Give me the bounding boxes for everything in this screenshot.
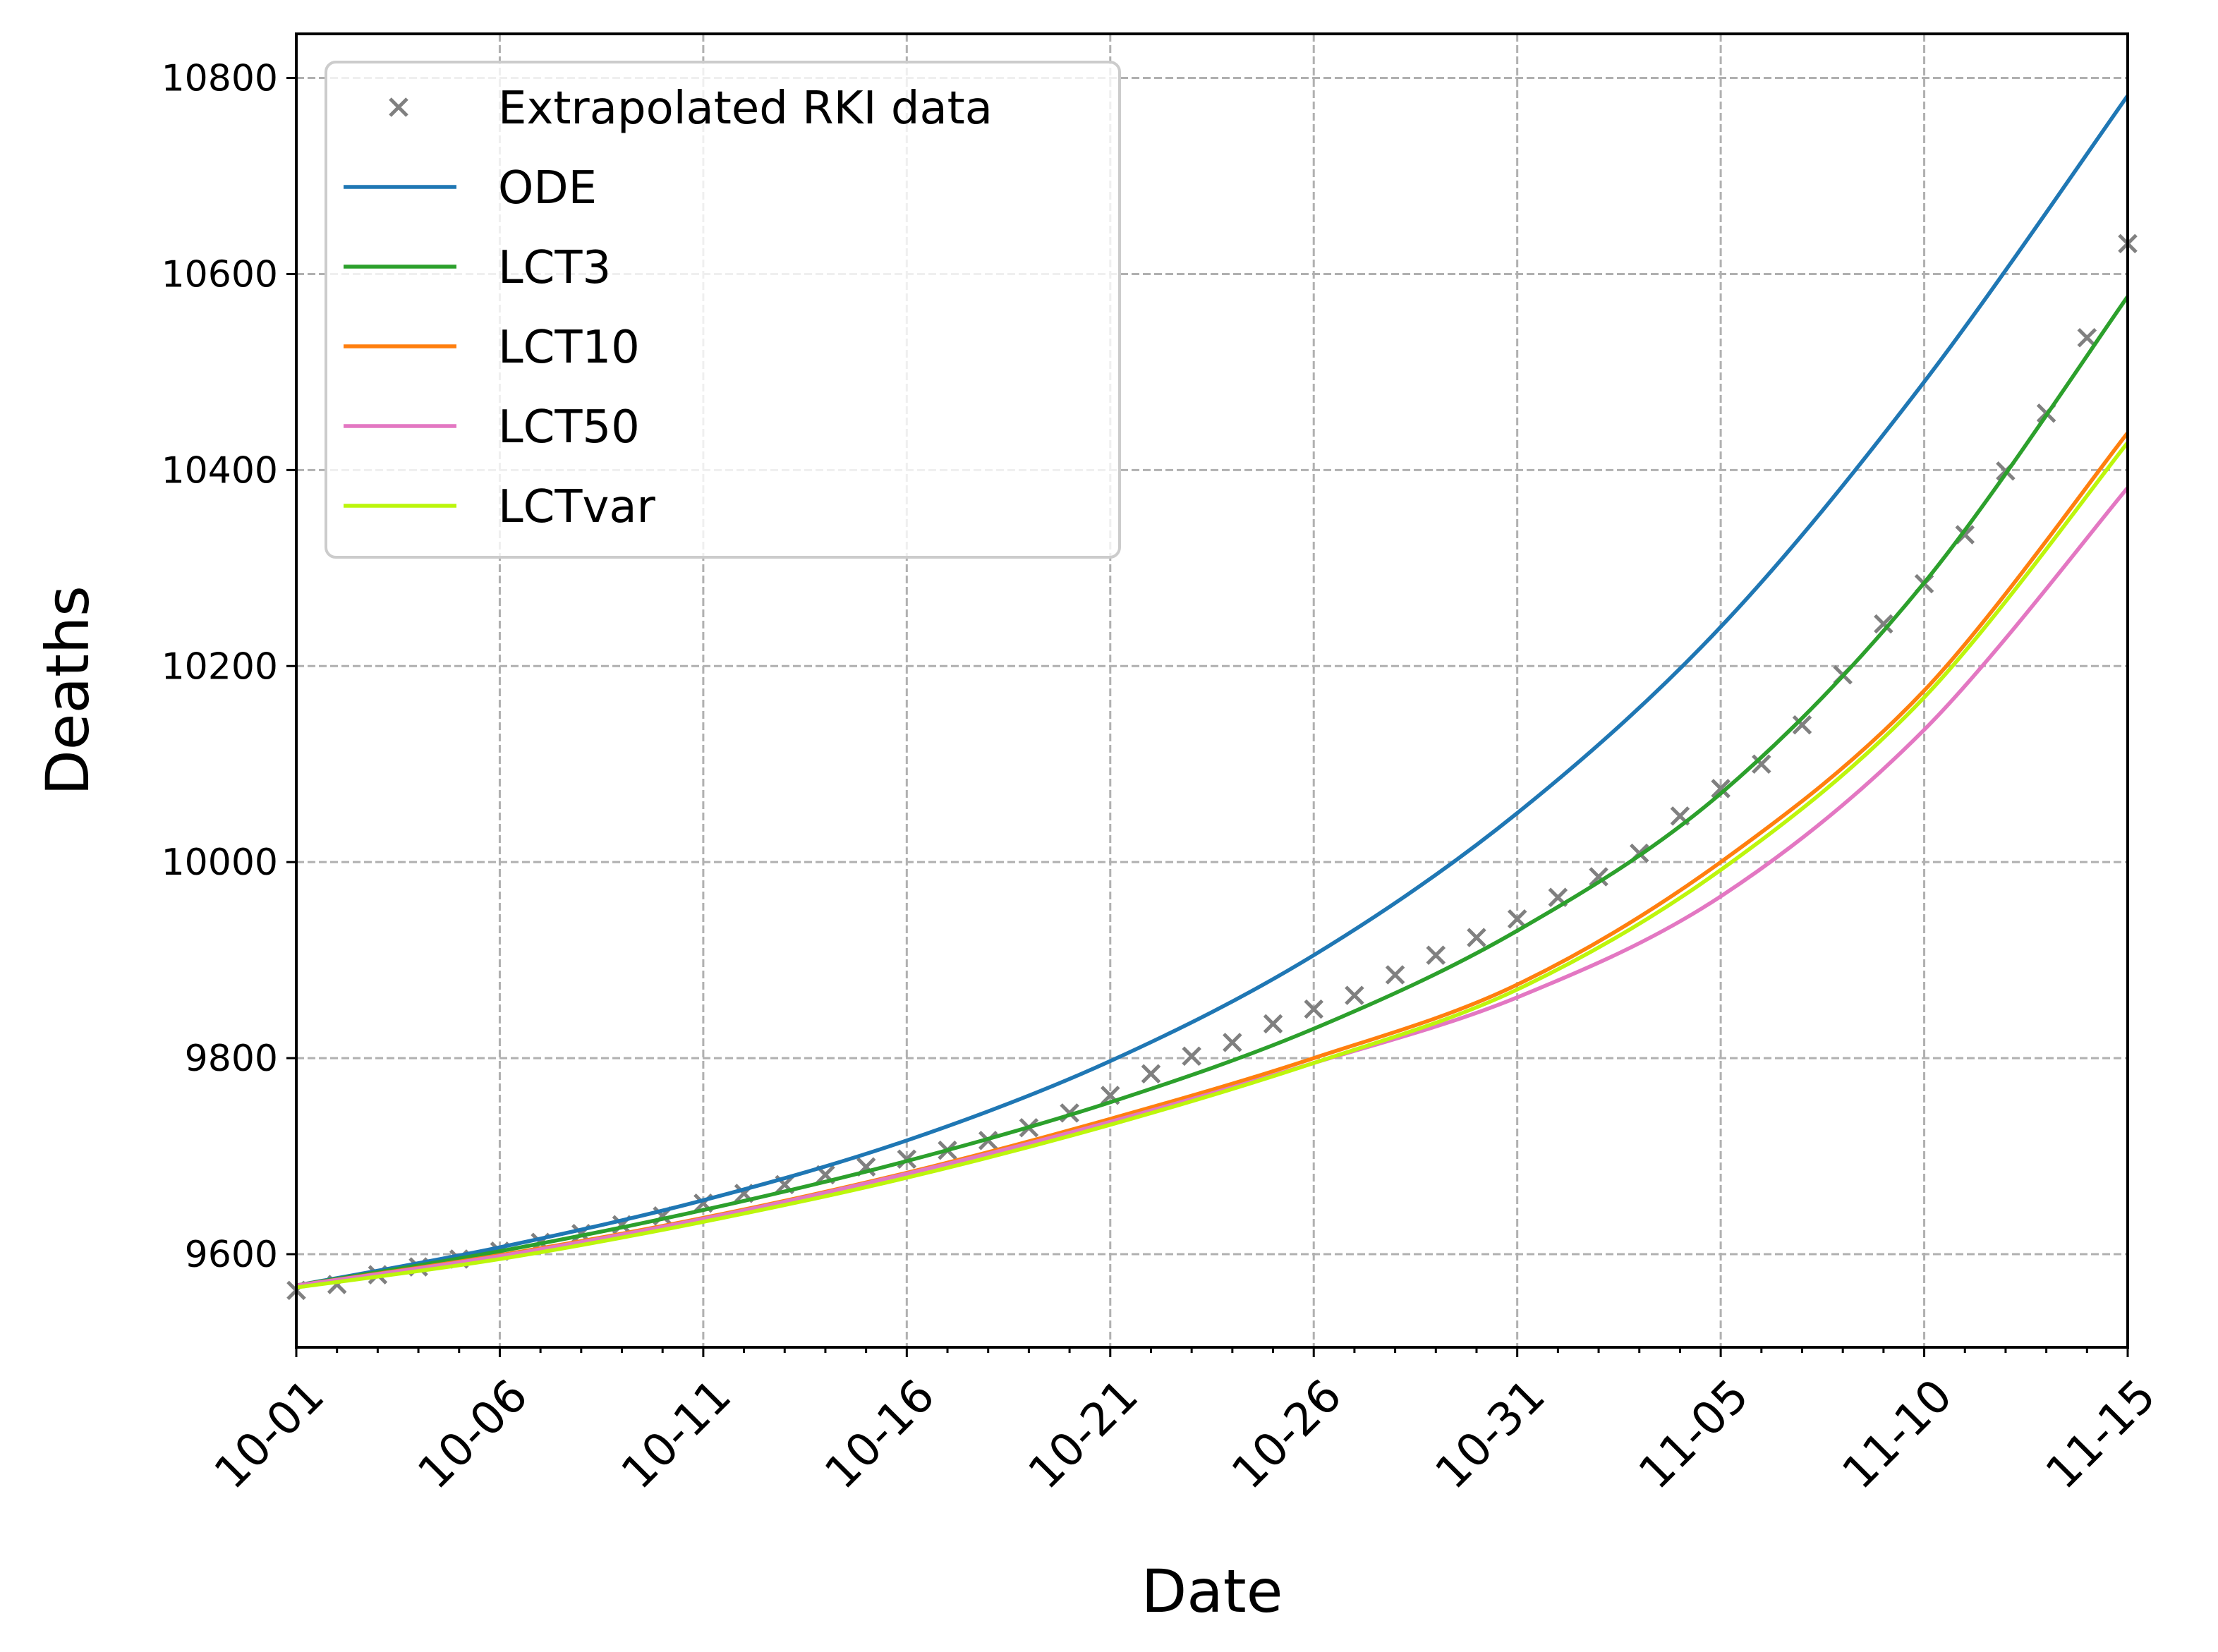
rki-data-point-36 <box>1752 754 1771 774</box>
legend-marker-rki <box>389 97 408 117</box>
rki-data-point-35 <box>1711 779 1731 798</box>
rki-data-point-32 <box>1589 867 1608 887</box>
rki-data-point-24 <box>1263 1014 1283 1034</box>
y-axis-label: Deaths <box>33 585 102 796</box>
rki-data-point-25 <box>1304 999 1323 1019</box>
y-tick-label-5: 10600 <box>162 253 278 296</box>
y-tick-label-1: 9800 <box>185 1038 278 1080</box>
legend-label-1: ODE <box>498 162 597 214</box>
rki-data-point-21 <box>1141 1064 1161 1084</box>
x-axis-label: Date <box>1141 1557 1283 1626</box>
y-tick-label-3: 10200 <box>162 645 278 688</box>
rki-data-point-27 <box>1385 965 1405 985</box>
y-tick-label-4: 10400 <box>162 449 278 492</box>
y-tick-label-2: 10000 <box>162 842 278 884</box>
rki-data-point-37 <box>1792 715 1812 735</box>
y-axis-ticks: 9600 9800 10000 10200 10400 10600 10800 <box>162 58 296 1276</box>
y-tick-label-0: 9600 <box>185 1234 278 1276</box>
rki-data-point-28 <box>1426 945 1446 965</box>
rki-data-point-26 <box>1345 985 1364 1005</box>
rki-data-point-23 <box>1223 1033 1242 1052</box>
legend-label-5: LCTvar <box>498 481 656 533</box>
model-series-lines <box>296 94 2130 1289</box>
series-line-lctvar <box>296 441 2130 1289</box>
legend: Extrapolated RKI data ODE LCT3 LCT10 LCT50 LC… <box>325 61 1121 559</box>
legend-label-4: LCT50 <box>498 401 640 454</box>
rki-data-point-39 <box>1874 614 1893 634</box>
legend-label-3: LCT10 <box>498 322 640 374</box>
legend-label-2: LCT3 <box>498 242 611 294</box>
legend-box <box>325 61 1121 559</box>
series-line-ode <box>296 94 2130 1288</box>
rki-data-point-22 <box>1182 1046 1201 1067</box>
series-line-lct3 <box>296 295 2130 1288</box>
y-tick-label-6: 10800 <box>162 58 278 100</box>
rki-data-point-44 <box>2077 327 2097 348</box>
legend-label-0: Extrapolated RKI data <box>498 83 993 135</box>
plot-frame <box>295 32 2129 1349</box>
rki-data-point-29 <box>1467 928 1486 947</box>
rki-data-point-30 <box>1507 909 1527 929</box>
